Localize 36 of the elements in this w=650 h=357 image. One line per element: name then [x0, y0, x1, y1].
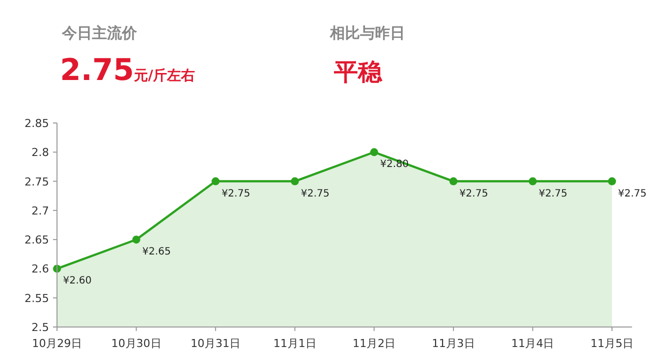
annotation: 相比与昨日 — [330, 24, 405, 42]
x-tick-label: 10月31日 — [190, 337, 241, 350]
y-tick-label: 2.6 — [32, 262, 49, 276]
data-label: ¥2.75 — [222, 188, 250, 200]
y-tick-label: 2.8 — [32, 146, 49, 160]
x-tick-label: 10月30日 — [111, 337, 162, 350]
point — [212, 177, 220, 186]
data-label: ¥2.60 — [63, 276, 92, 287]
y-tick-label: 2.75 — [24, 175, 49, 188]
point — [608, 177, 616, 186]
point — [449, 177, 458, 186]
data-label: ¥2.75 — [459, 188, 488, 200]
point — [370, 148, 378, 156]
y-tick-label: 2.7 — [32, 204, 49, 218]
point — [290, 177, 299, 186]
x-tick-label: 11月2日 — [352, 337, 396, 350]
x-tick-label: 10月29日 — [32, 337, 82, 350]
annotation: 元/斤左右 — [134, 68, 196, 84]
annotation: 平稳 — [334, 58, 382, 86]
data-label: ¥2.65 — [142, 246, 171, 258]
annotation: 2.75 — [60, 53, 134, 88]
data-label: ¥2.75 — [300, 188, 330, 200]
point — [528, 177, 537, 186]
data-label: ¥2.80 — [380, 159, 409, 170]
y-tick-label: 2.65 — [24, 234, 49, 247]
annotation: 今日主流价 — [62, 24, 137, 42]
point — [132, 236, 140, 244]
x-tick-label: 11月4日 — [511, 337, 554, 350]
data-label: ¥2.75 — [538, 188, 568, 200]
x-tick-label: 11月3日 — [432, 337, 475, 350]
y-tick-label: 2.5 — [32, 321, 49, 334]
y-tick-label: 2.85 — [24, 117, 49, 130]
y-tick-label: 2.55 — [24, 292, 49, 305]
x-tick-label: 11月5日 — [590, 337, 634, 350]
x-tick-label: 11月1日 — [273, 337, 316, 350]
data-label: ¥2.75 — [618, 188, 647, 200]
